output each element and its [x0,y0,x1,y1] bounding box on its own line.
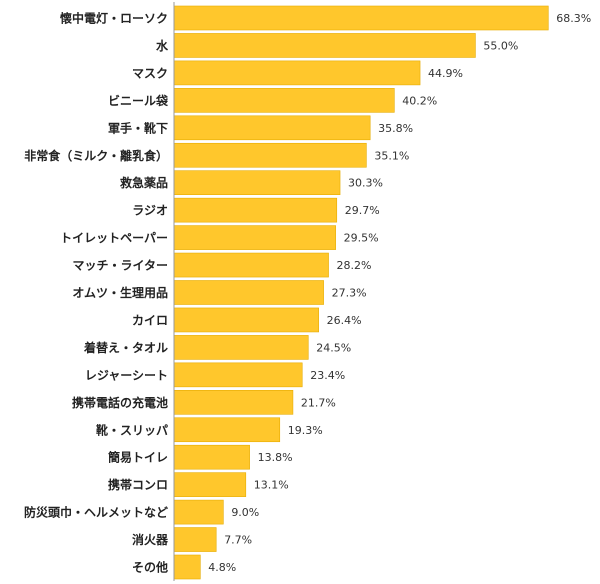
bar [173,499,224,525]
value-label: 44.9% [428,67,463,80]
value-label: 29.5% [344,232,379,245]
value-label: 40.2% [402,94,437,107]
value-label: 28.2% [337,259,372,272]
category-label: 携帯電話の充電池 [72,395,168,410]
bar [173,60,421,86]
category-label: マッチ・ライター [72,259,168,273]
value-label: 19.3% [288,424,323,437]
bar [173,5,549,31]
bar [173,252,329,278]
value-label: 35.8% [378,122,413,135]
category-label: 消火器 [132,532,169,547]
category-label: レジャーシート [85,368,168,382]
category-label: 軍手・靴下 [108,120,168,135]
bar [173,170,341,195]
category-label: 非常食（ミルク・離乳食） [24,148,168,163]
category-label: 着替え・タオル [83,340,168,355]
category-label: その他 [132,560,168,575]
bar [173,335,309,360]
bar [173,307,319,333]
bar [173,527,217,552]
value-label: 4.8% [208,561,236,574]
category-label: ラジオ [132,204,168,218]
category-label: 救急薬品 [120,175,168,190]
category-label: マスク [132,66,168,80]
bar [173,225,336,250]
category-label: 防災頭巾・ヘルメットなど [24,505,168,520]
bar [173,88,395,113]
bars-group [173,5,549,580]
value-label: 24.5% [316,341,351,354]
bar [173,115,371,141]
value-label: 23.4% [310,369,345,382]
bar [173,417,281,443]
category-label: 靴・スリッパ [96,422,168,437]
bar [173,472,247,497]
category-label: 懐中電灯・ローソク [60,11,168,26]
category-label: 水 [156,38,169,53]
value-label: 13.1% [254,479,289,492]
bar [173,554,201,580]
value-label: 68.3% [556,12,591,25]
value-label: 21.7% [301,396,336,409]
category-label: カイロ [132,313,168,327]
value-label: 9.0% [231,506,259,519]
bar [173,389,294,415]
value-label: 55.0% [483,39,518,52]
value-label: 13.8% [258,451,293,464]
bar [173,362,303,388]
value-label: 35.1% [374,149,409,162]
category-label: 簡易トイレ [108,450,168,465]
bar [173,33,476,58]
value-label: 7.7% [224,534,252,547]
category-label: 携帯コンロ [108,477,168,492]
bar [173,444,250,470]
bar [173,142,367,168]
value-label: 30.3% [348,177,383,190]
category-label: オムツ・生理用品 [72,285,168,300]
bar [173,197,338,223]
value-labels-group: 68.3% 55.0% 44.9% 40.2% 35.8% 35.1% 30.3% 29.7%… [208,12,591,574]
bar [173,280,324,305]
category-label: トイレットペーパー [60,231,168,245]
value-label: 27.3% [332,287,367,300]
value-label: 29.7% [345,204,380,217]
value-label: 26.4% [327,314,362,327]
category-label: ビニール袋 [108,93,169,108]
